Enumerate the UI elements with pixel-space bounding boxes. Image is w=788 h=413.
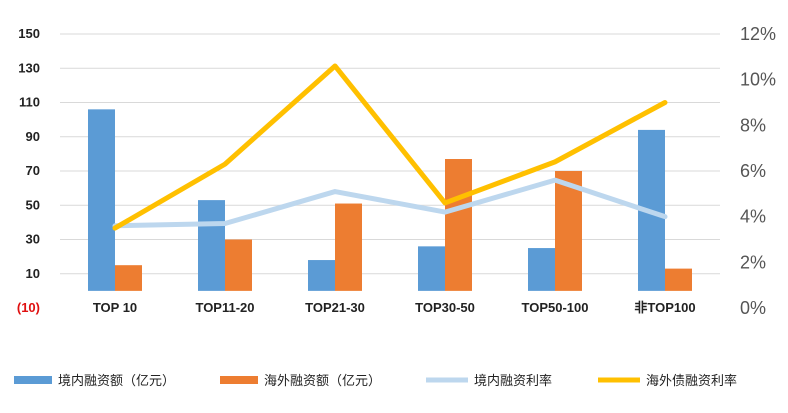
bar-overseas-top30-50 bbox=[445, 159, 472, 291]
legend-label: 海外融资额（亿元） bbox=[264, 373, 381, 388]
left-tick-label: 130 bbox=[18, 60, 40, 75]
left-axis: (10) 10 30 50 70 90 110 130 150 bbox=[17, 26, 40, 315]
line-point-overseas-rate-top21-30 bbox=[334, 64, 336, 67]
bar-overseas-top100 bbox=[665, 268, 692, 291]
x-tick-label: TOP50-100 bbox=[522, 300, 589, 315]
left-tick-label: 10 bbox=[26, 266, 40, 281]
rate-lines bbox=[112, 63, 668, 231]
left-tick-label: 150 bbox=[18, 26, 40, 41]
left-tick-label: 30 bbox=[26, 232, 40, 247]
legend: 境内融资额（亿元） 海外融资额（亿元） 境内融资利率 海外债融资利率 bbox=[14, 373, 737, 388]
legend-swatch bbox=[220, 376, 258, 384]
bar-domestic-top50-100 bbox=[528, 248, 555, 291]
right-tick-label: 10% bbox=[740, 70, 776, 90]
x-axis: TOP 10 TOP11-20 TOP21-30 TOP30-50 TOP50-100 非… bbox=[93, 300, 696, 315]
left-tick-label: 110 bbox=[19, 95, 40, 110]
left-tick-label: 70 bbox=[26, 163, 40, 178]
x-tick-label: TOP 10 bbox=[93, 300, 137, 315]
line-point-domestic-rate-top30-50 bbox=[444, 211, 446, 214]
x-tick-label: 非TOP100 bbox=[634, 300, 695, 315]
left-tick-label: 90 bbox=[26, 129, 40, 144]
line-point-domestic-rate-top21-30 bbox=[334, 190, 336, 193]
bar-overseas-top-10 bbox=[115, 265, 142, 291]
bar-overseas-top21-30 bbox=[335, 203, 362, 291]
left-tick-label: (10) bbox=[17, 300, 40, 315]
right-tick-label: 8% bbox=[740, 115, 766, 135]
line-point-overseas-rate-top11-20 bbox=[224, 163, 226, 166]
x-tick-label: TOP30-50 bbox=[415, 300, 475, 315]
legend-item-overseas-amount: 海外融资额（亿元） bbox=[220, 373, 381, 388]
line-point-overseas-rate-top100 bbox=[664, 101, 666, 104]
bar-overseas-top11-20 bbox=[225, 239, 252, 291]
x-tick-label: TOP11-20 bbox=[195, 300, 254, 315]
line-series-overseas-rate bbox=[112, 63, 668, 231]
x-tick-label: TOP21-30 bbox=[305, 300, 365, 315]
line-point-domestic-rate-top50-100 bbox=[554, 179, 556, 182]
right-axis: 0% 2% 4% 6% 8% 10% 12% bbox=[740, 24, 776, 318]
right-tick-label: 4% bbox=[740, 207, 766, 227]
line-point-overseas-rate-top-10 bbox=[114, 227, 116, 230]
right-tick-label: 0% bbox=[740, 298, 766, 318]
gridlines bbox=[60, 33, 720, 275]
line-point-domestic-rate-top100 bbox=[664, 215, 666, 218]
legend-item-domestic-rate: 境内融资利率 bbox=[426, 373, 552, 388]
right-tick-label: 12% bbox=[740, 24, 776, 44]
left-tick-label: 50 bbox=[26, 197, 40, 212]
legend-label: 境内融资额（亿元） bbox=[58, 373, 175, 388]
right-tick-label: 6% bbox=[740, 161, 766, 181]
bar-overseas-top50-100 bbox=[555, 171, 582, 291]
right-tick-label: 2% bbox=[740, 252, 766, 272]
bar-domestic-top-10 bbox=[88, 109, 115, 291]
bar-domestic-top11-20 bbox=[198, 200, 225, 291]
legend-swatch bbox=[14, 376, 52, 384]
legend-label: 海外债融资利率 bbox=[646, 373, 737, 388]
line-series-domestic-rate bbox=[112, 177, 668, 229]
line-point-overseas-rate-top30-50 bbox=[444, 201, 446, 204]
line-point-domestic-rate-top11-20 bbox=[224, 222, 226, 225]
bar-domestic-top21-30 bbox=[308, 260, 335, 291]
legend-item-domestic-amount: 境内融资额（亿元） bbox=[14, 373, 175, 388]
bar-domestic-top30-50 bbox=[418, 246, 445, 291]
legend-label: 境内融资利率 bbox=[474, 373, 552, 388]
legend-item-overseas-rate: 海外债融资利率 bbox=[598, 373, 737, 388]
line-point-overseas-rate-top50-100 bbox=[554, 160, 556, 163]
